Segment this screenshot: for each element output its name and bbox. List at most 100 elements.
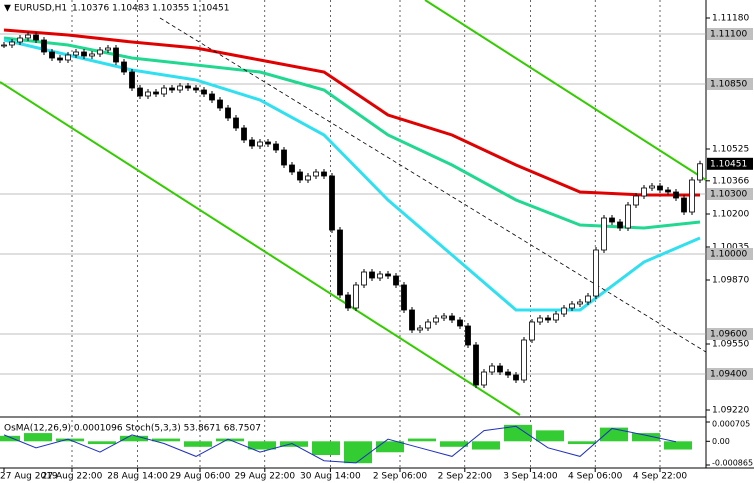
stoch-line	[3, 425, 677, 464]
candle-body	[633, 195, 639, 206]
level-box	[707, 328, 753, 340]
y-tick-label: 1.11180	[712, 14, 749, 24]
y-tick-label: 1.10035	[712, 243, 749, 253]
candle-body	[25, 34, 31, 39]
osma-bar	[120, 435, 148, 442]
candle-body	[249, 139, 255, 147]
candle-body	[489, 365, 495, 373]
osma-bar	[24, 433, 52, 442]
candle-body	[377, 273, 383, 279]
candle-body	[121, 61, 127, 73]
candle-body	[105, 47, 111, 51]
candle-body	[57, 57, 63, 61]
candle-body	[265, 141, 271, 145]
x-tick-label: 27 Aug 22:00	[42, 472, 103, 482]
osma-bar	[504, 424, 532, 442]
candle-body	[241, 127, 247, 141]
candle-body	[577, 301, 583, 305]
candle-body	[545, 317, 551, 321]
x-tick-label: 29 Aug 22:00	[234, 472, 295, 482]
candle-body	[673, 191, 679, 199]
osma-bar	[344, 441, 372, 464]
candle-body	[137, 87, 143, 97]
candle-body	[89, 53, 95, 57]
candle-body	[257, 141, 263, 147]
candle-body	[681, 197, 687, 213]
candle-body	[289, 164, 295, 173]
candle-body	[225, 107, 231, 119]
osma-bar	[536, 430, 564, 442]
candle-body	[17, 37, 23, 43]
candle-body	[73, 51, 79, 56]
level-box	[707, 188, 753, 200]
channel-lower	[0, 81, 521, 416]
candle-body	[481, 371, 487, 386]
candle-body	[657, 185, 663, 191]
candle-body	[385, 273, 391, 277]
candle-body	[233, 117, 239, 129]
level-label: 1.11100	[710, 30, 747, 40]
candle-body	[201, 89, 207, 95]
candle-body	[113, 47, 119, 63]
candle-body	[393, 275, 399, 286]
osc-tick-label: 0.000705	[712, 420, 750, 429]
oscillator-title: OsMA(12,26,9) 0.0001096 Stoch(5,3,3) 53.…	[4, 424, 261, 434]
candle-body	[465, 325, 471, 346]
level-box	[707, 368, 753, 380]
candle-body	[529, 321, 535, 341]
x-tick-label: 4 Sep 06:00	[568, 472, 623, 482]
y-tick-label: 1.10525	[712, 145, 749, 155]
level-label: 1.09600	[710, 330, 747, 340]
level-label: 1.10850	[710, 80, 747, 90]
osc-tick-label: 0.00	[712, 437, 730, 446]
candle-body	[129, 71, 135, 89]
osma-bar	[184, 441, 212, 447]
candle-body	[513, 374, 519, 381]
candle-body	[601, 217, 607, 251]
moving-average	[3, 28, 700, 197]
candle-body	[97, 49, 103, 55]
candle-body	[273, 143, 279, 151]
candle-body	[457, 319, 463, 327]
osma-bar	[600, 427, 628, 442]
candle-body	[9, 41, 15, 46]
y-tick-label: 1.10366	[712, 176, 749, 186]
moving-average	[3, 36, 701, 230]
candle-body	[649, 185, 655, 189]
candle-body	[337, 229, 343, 296]
candle-body	[209, 93, 215, 101]
current-price-box	[707, 157, 753, 170]
candle-body	[625, 204, 631, 229]
candle-body	[145, 91, 151, 97]
x-tick-label: 2 Sep 22:00	[438, 472, 493, 482]
osma-bar	[312, 441, 340, 456]
candle-body	[425, 321, 431, 329]
osma-bar	[248, 441, 276, 450]
candle-body	[537, 317, 543, 323]
candle-body	[473, 344, 479, 386]
x-tick-label: 29 Aug 06:00	[170, 472, 231, 482]
osma-bar	[152, 438, 180, 442]
channel-upper	[424, 0, 707, 181]
candle-body	[521, 339, 527, 381]
x-tick-label: 2 Sep 06:00	[373, 472, 428, 482]
candle-body	[585, 295, 591, 303]
level-label: 1.09400	[710, 370, 747, 380]
candle-body	[353, 284, 359, 309]
candle-body	[561, 307, 567, 315]
osc-tick-label: -0.000865	[712, 459, 753, 468]
osma-bar	[664, 441, 692, 450]
candle-body	[369, 271, 375, 279]
osma-bar	[440, 441, 468, 447]
candle-body	[417, 327, 423, 331]
x-tick-label: 3 Sep 14:00	[503, 472, 558, 482]
osma-bar	[568, 441, 596, 445]
candle-body	[689, 179, 695, 213]
candle-body	[345, 294, 351, 309]
candle-body	[361, 271, 367, 286]
candle-body	[321, 171, 327, 177]
triangle: ▼	[4, 4, 11, 14]
candle-body	[169, 87, 175, 91]
candle-body	[569, 303, 575, 309]
x-tick-label: 27 Aug 2019	[0, 472, 58, 482]
